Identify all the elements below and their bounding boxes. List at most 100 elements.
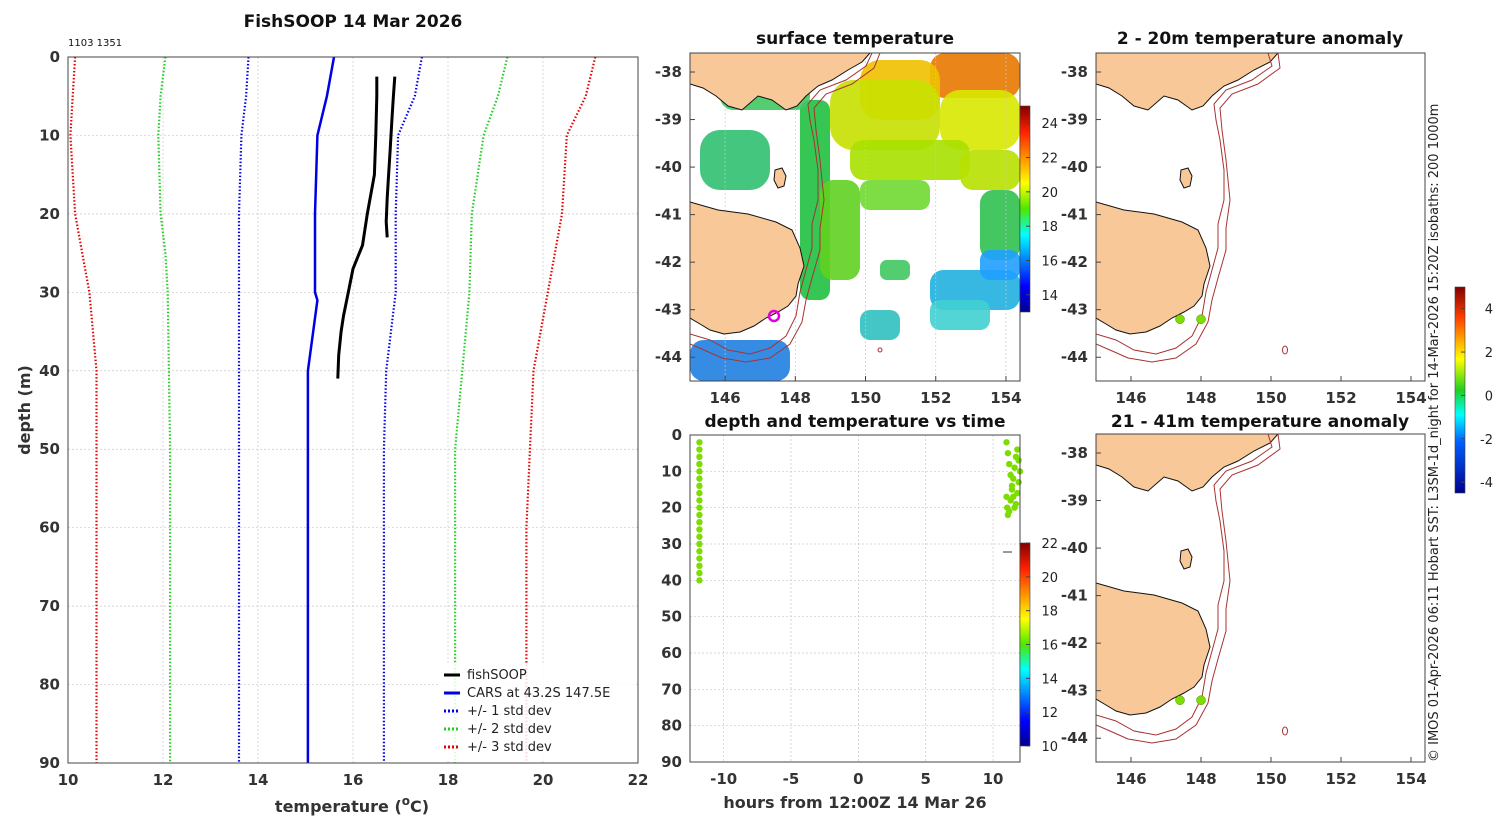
sst-patch <box>940 90 1020 150</box>
colorbar-tick-label: 14 <box>1041 289 1058 304</box>
y-tick-label: -40 <box>1061 539 1088 557</box>
sst-patch <box>850 140 970 180</box>
x-tick-label: 14 <box>248 771 269 789</box>
y-tick-label: -44 <box>655 348 682 366</box>
profile-point <box>696 562 703 569</box>
colorbar-tick-label: 14 <box>1041 672 1058 687</box>
y-tick-label: -38 <box>1061 63 1088 81</box>
profile-frame <box>67 56 639 764</box>
isobath-200 <box>1096 434 1273 736</box>
sst-patch <box>880 260 910 280</box>
profile-point <box>696 475 703 482</box>
sst-colorbar-ticks: 14 16 18 20 22 24 <box>1026 117 1058 304</box>
sst-cast-location <box>767 309 781 323</box>
profile-point <box>696 468 703 475</box>
y-tick-label: -43 <box>655 301 682 319</box>
profile-ticks: 10 12 14 16 18 20 22 0 10 20 30 40 50 60 70 80 90 <box>39 48 648 789</box>
isobath-islet <box>1282 726 1288 736</box>
tasmania <box>690 201 805 335</box>
anomaly-shallow-ticks: 146 148 150 152 154 -38 -39 -40 -41 -42 -43 -44 <box>1061 63 1427 407</box>
y-tick-label: -39 <box>1061 492 1088 510</box>
y-tick-label: -42 <box>1061 634 1088 652</box>
sst-isobath-200 <box>690 53 873 355</box>
x-tick-label: 18 <box>438 771 459 789</box>
sst-patch <box>960 150 1020 190</box>
x-tick-label: 146 <box>1115 770 1146 788</box>
anomaly-point <box>1196 695 1206 705</box>
sst-patch <box>980 250 1020 280</box>
profile-point <box>1008 486 1016 493</box>
x-tick-label: 12 <box>153 771 174 789</box>
x-tick-label: 154 <box>1395 389 1426 407</box>
x-tick-label: 150 <box>850 389 881 407</box>
profile-point <box>696 555 703 562</box>
colorbar-tick-label: 18 <box>1041 605 1058 620</box>
profile-point <box>696 489 703 497</box>
profile-point <box>1011 464 1018 471</box>
colorbar-tick-label: 12 <box>1041 706 1058 721</box>
profile-point <box>1003 493 1010 500</box>
profile-gridlines <box>67 56 639 764</box>
mainland-victoria <box>1096 53 1279 111</box>
profile-point <box>1010 475 1017 482</box>
y-tick-label: -42 <box>655 253 682 271</box>
colorbar-tick-label: 22 <box>1041 152 1058 167</box>
y-tick-label: 60 <box>39 519 60 537</box>
y-tick-label: -41 <box>1061 206 1088 224</box>
depth-time-xlabel: hours from 12:00Z 14 Mar 26 <box>723 793 986 812</box>
x-tick-label: 0 <box>853 770 863 788</box>
colorbar-tick-label: 4 <box>1485 303 1493 318</box>
colorbar-tick-label: 2 <box>1485 346 1493 361</box>
y-tick-label: 70 <box>39 597 60 615</box>
sst-map-ticks: 146 148 150 152 154 -38 -39 -40 -41 -42 -43 -44 <box>655 63 1022 407</box>
profile-point <box>696 540 703 548</box>
anomaly-deep-panel: 21 - 41m temperature anomaly 146 148 150 15… <box>1061 412 1427 788</box>
anomaly-colorbar <box>1454 286 1466 494</box>
profile-point <box>696 453 703 460</box>
isobath-islet <box>1282 345 1288 355</box>
x-tick-label: 10 <box>983 770 1004 788</box>
series-line--3-std-dev <box>525 57 597 763</box>
y-tick-label: 90 <box>39 754 60 772</box>
x-tick-label: 154 <box>990 389 1021 407</box>
y-tick-label: -38 <box>1061 444 1088 462</box>
x-tick-label: 152 <box>1325 389 1356 407</box>
anomaly-shallow-points <box>1175 314 1206 324</box>
x-tick-label: 16 <box>343 771 364 789</box>
colorbar-tick-label: 10 <box>1041 740 1058 755</box>
sst-patch <box>930 53 1020 98</box>
x-tick-label: -10 <box>710 770 737 788</box>
x-tick-label: 10 <box>58 771 79 789</box>
y-tick-label: 0 <box>672 426 682 444</box>
y-tick-label: -39 <box>1061 111 1088 129</box>
anomaly-deep-title: 21 - 41m temperature anomaly <box>1111 412 1409 432</box>
legend-box <box>438 664 636 761</box>
sst-colorbar <box>1019 105 1031 313</box>
profile-point <box>1003 439 1010 446</box>
profile-point <box>1015 479 1022 486</box>
y-tick-label: 50 <box>661 608 682 626</box>
profile-point <box>696 569 703 577</box>
flinders-island <box>1179 548 1193 570</box>
depth-time-title: depth and temperature vs time <box>705 412 1006 432</box>
profile-point <box>696 526 703 533</box>
x-tick-label: 152 <box>1325 770 1356 788</box>
series-line--1-std-dev <box>237 57 250 763</box>
sst-patch <box>980 190 1020 260</box>
depth-time-frame <box>689 434 1021 763</box>
profile-series <box>69 57 597 763</box>
anomaly-shallow-title: 2 - 20m temperature anomaly <box>1117 29 1403 49</box>
y-tick-label: 90 <box>661 753 682 771</box>
x-tick-label: 22 <box>628 771 649 789</box>
x-tick-label: 146 <box>1115 389 1146 407</box>
y-tick-label: 30 <box>661 535 682 553</box>
profile-point <box>696 533 703 540</box>
y-tick-label: -41 <box>655 206 682 224</box>
colorbar-tick-label: 16 <box>1041 255 1058 270</box>
y-tick-label: -38 <box>655 63 682 81</box>
sst-patch <box>860 310 900 340</box>
depth-time-gridlines <box>690 434 1020 763</box>
series-line--1-std-dev <box>382 57 423 763</box>
y-tick-label: -44 <box>1061 729 1088 747</box>
